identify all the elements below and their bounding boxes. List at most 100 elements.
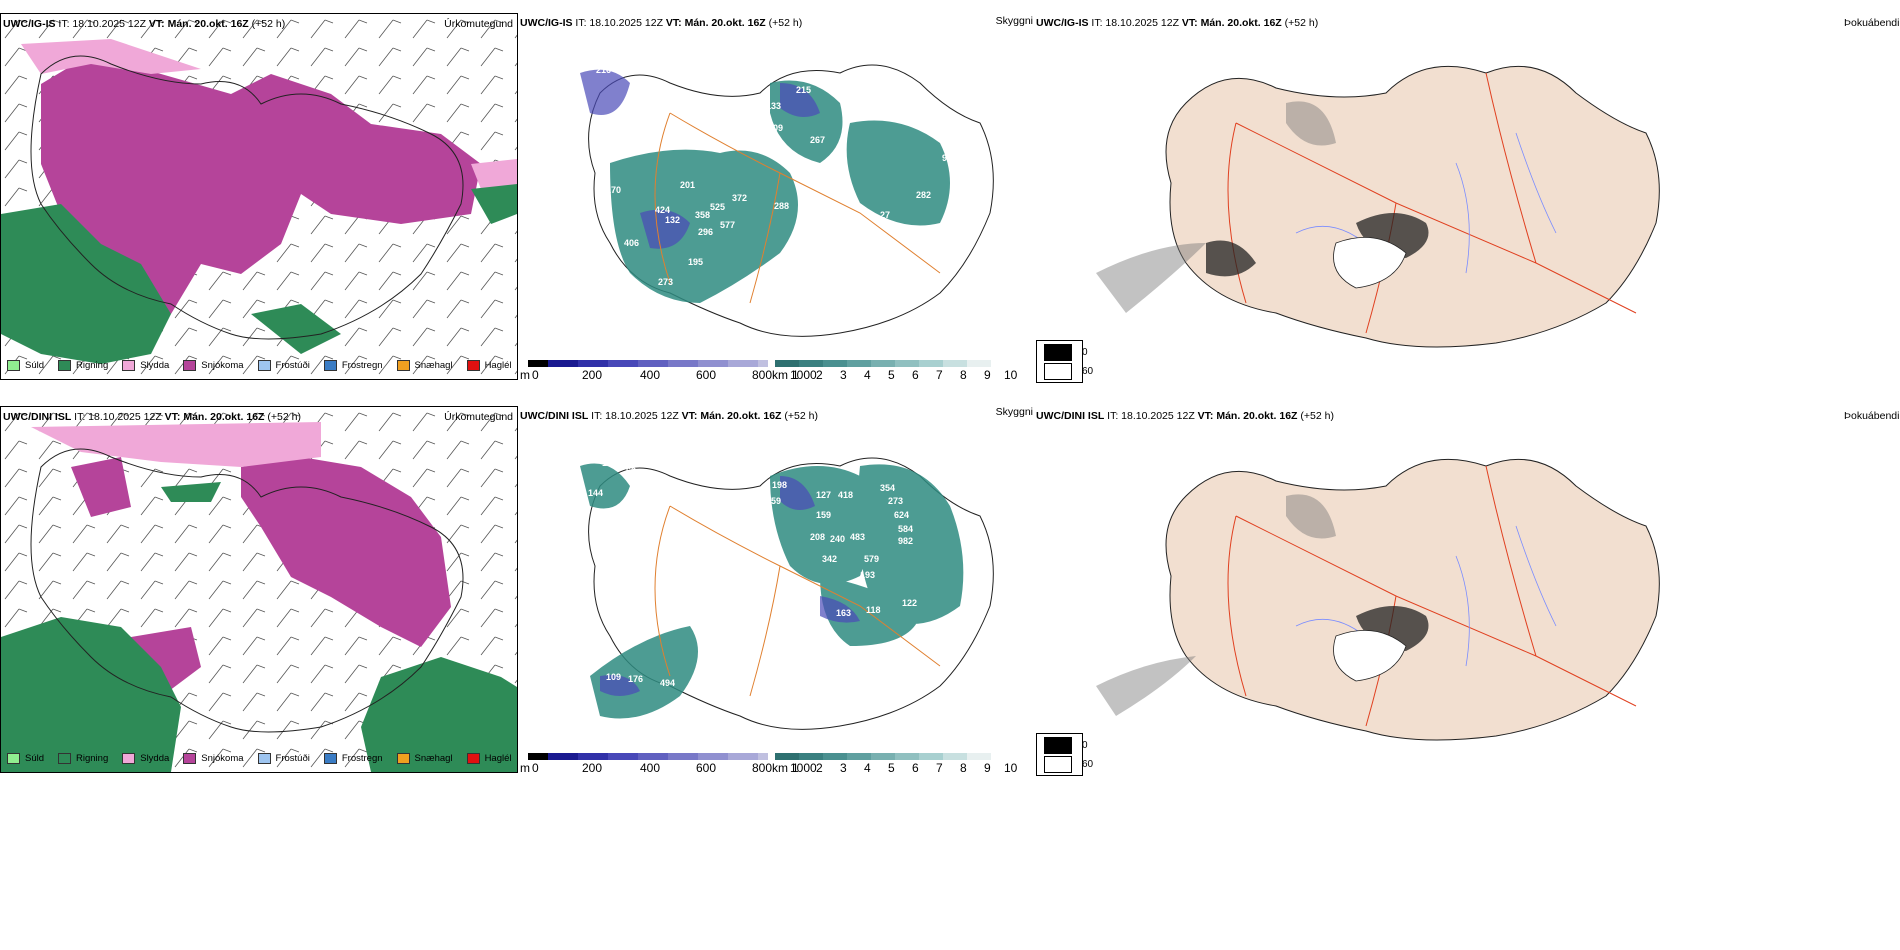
map-precip-bottom [1,407,517,772]
low-vis-teal [610,80,950,303]
visibility-labels: 216 118 299 156 170 201 424 525 372 132 … [596,65,952,300]
svg-text:193: 193 [860,570,875,580]
svg-text:267: 267 [810,135,825,145]
title-top-vis: UWC/IG-IS IT: 18.10.2025 12Z VT: Mán. 20… [520,17,803,29]
precip-legend-bottom: Súld Rigning Slydda Snjókoma Frostúði Fr… [7,753,512,764]
svg-text:198: 198 [772,480,787,490]
title-top-precip: UWC/IG-IS IT: 18.10.2025 12Z VT: Mán. 20… [3,18,286,30]
svg-text:483: 483 [850,532,865,542]
panel-top-precip-type: UWC/IG-IS IT: 18.10.2025 12Z VT: Mán. 20… [0,13,518,380]
iceland-land [1165,65,1660,348]
map-precip-top [1,14,517,379]
fog-legend-top: 0 60 [1036,340,1093,383]
svg-text:115: 115 [776,596,791,606]
svg-text:372: 372 [732,193,747,203]
svg-text:118: 118 [866,605,881,615]
svg-text:494: 494 [660,678,675,688]
map-visibility-top: 216 118 299 156 170 201 424 525 372 132 … [580,64,994,337]
vis-scale-km-bottom: km 1 2 3 4 5 6 7 8 9 10 [772,761,1018,775]
svg-text:282: 282 [916,190,931,200]
field-label-top-fog: Þokuábendi [1844,17,1900,29]
svg-text:584: 584 [898,524,913,534]
glacier [1333,237,1407,289]
svg-text:176: 176 [628,674,643,684]
iceland-land [1165,458,1660,741]
vis-colorbars-top [528,360,991,367]
svg-text:208: 208 [810,532,825,542]
svg-text:138: 138 [640,290,655,300]
svg-text:127: 127 [816,490,831,500]
svg-text:982: 982 [898,536,913,546]
svg-text:273: 273 [658,277,673,287]
svg-text:132: 132 [665,215,680,225]
roads [654,505,941,697]
sleet-region [21,39,517,194]
svg-text:273: 273 [888,496,903,506]
svg-text:159: 159 [816,510,831,520]
low-vis-teal [580,463,964,719]
panel-top-fog: UWC/IG-IS IT: 18.10.2025 12Z VT: Mán. 20… [1036,13,1900,383]
snow-region [41,54,481,314]
field-label-bottom-vis: Skyggni [995,406,1033,418]
svg-text:361: 361 [822,215,837,225]
svg-text:183: 183 [602,458,617,468]
svg-text:159: 159 [766,496,781,506]
legend-swatch [7,360,20,371]
svg-text:144: 144 [588,488,603,498]
field-label-top-precip: Úrkomutegund [444,18,513,30]
field-label-top-vis: Skyggni [995,15,1033,27]
coastline [30,55,464,340]
svg-text:94: 94 [942,153,952,163]
coastline [30,448,464,733]
svg-text:296: 296 [698,227,713,237]
panel-bottom-precip-type: UWC/DINI ISL IT: 18.10.2025 12Z VT: Mán.… [0,406,518,773]
field-label-bottom-precip: Úrkomutegund [444,411,513,423]
precip-legend-top: Súld Rigning Slydda Snjókoma Frostúði Fr… [7,360,512,371]
roads [654,112,941,304]
svg-text:525: 525 [710,202,725,212]
svg-text:209: 209 [768,123,783,133]
svg-text:118: 118 [622,65,637,75]
sleet-region [31,422,321,467]
panel-bottom-visibility: 183 63 144 198 159 127 418 354 273 159 6… [520,406,1035,775]
svg-text:579: 579 [864,554,879,564]
low-vis-blue [580,69,820,249]
svg-text:63: 63 [626,466,636,476]
title-bottom-fog: UWC/DINI ISL IT: 18.10.2025 12Z VT: Mán.… [1036,410,1334,422]
title-bottom-vis: UWC/DINI ISL IT: 18.10.2025 12Z VT: Mán.… [520,410,818,422]
svg-text:170: 170 [606,185,621,195]
svg-text:299: 299 [646,93,661,103]
map-fog-bottom [1096,458,1660,741]
svg-text:342: 342 [822,554,837,564]
fog-gray [1096,494,1336,716]
snow-region [71,457,451,697]
fog-legend-dark [1044,344,1072,361]
fog-legend-light [1044,363,1072,380]
title-bottom-precip: UWC/DINI ISL IT: 18.10.2025 12Z VT: Mán.… [3,411,301,423]
glacier [1333,630,1407,682]
svg-text:324: 324 [604,257,619,267]
field-label-bottom-fog: Þokuábendi [1844,410,1900,422]
fog-gray [1096,101,1336,313]
svg-text:577: 577 [720,220,735,230]
title-top-fog: UWC/IG-IS IT: 18.10.2025 12Z VT: Mán. 20… [1036,17,1319,29]
svg-text:215: 215 [796,85,811,95]
vis-scale-m-bottom: m 0 200 400 600 800 1000 [520,761,817,775]
rain-region [1,184,517,364]
svg-text:406: 406 [624,238,639,248]
svg-text:156: 156 [635,143,650,153]
svg-text:201: 201 [680,180,695,190]
fog-legend-bottom: 0 60 [1036,733,1093,776]
visibility-labels: 183 63 144 198 159 127 418 354 273 159 6… [588,458,917,688]
svg-text:216: 216 [596,65,611,75]
svg-text:195: 195 [688,257,703,267]
svg-text:418: 418 [838,490,853,500]
panel-top-visibility: 216 118 299 156 170 201 424 525 372 132 … [520,13,1035,382]
svg-text:133: 133 [766,101,781,111]
svg-text:424: 424 [655,205,670,215]
svg-text:27: 27 [880,210,890,220]
svg-text:109: 109 [606,672,621,682]
vis-scale-m-top: m 0 200 400 600 800 1000 [520,368,817,382]
svg-text:358: 358 [695,210,710,220]
map-fog-top [1096,65,1660,348]
